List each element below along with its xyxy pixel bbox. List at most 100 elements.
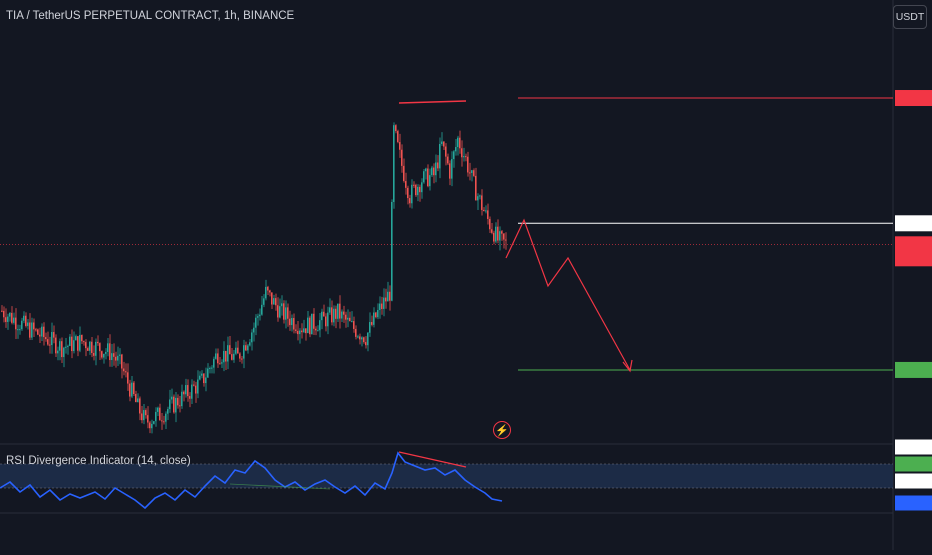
candle-body — [241, 358, 243, 360]
candle-body — [299, 330, 301, 335]
candle-body — [285, 307, 287, 320]
candles — [1, 122, 507, 434]
candle-body — [427, 168, 429, 187]
candle-body — [383, 297, 385, 309]
candle-body — [325, 316, 327, 327]
lightning-icon[interactable]: ⚡ — [493, 421, 511, 439]
candle-body — [297, 330, 299, 335]
candle-body — [345, 314, 347, 320]
candle-body — [167, 409, 169, 414]
candle-body — [265, 286, 267, 299]
candle-body — [183, 391, 185, 395]
candle-body — [497, 226, 499, 241]
candle-body — [39, 334, 41, 337]
candle-body — [269, 290, 271, 293]
candle-body — [13, 317, 15, 323]
candle-body — [137, 398, 139, 403]
candle-body — [433, 167, 435, 176]
candle-body — [375, 312, 377, 318]
candle-body — [165, 413, 167, 422]
candle-body — [243, 345, 245, 359]
candle-body — [197, 379, 199, 394]
symbol-title: TIA / TetherUS PERPETUAL CONTRACT, 1h, B… — [6, 10, 295, 22]
candle-body — [501, 231, 503, 234]
candle-body — [219, 363, 221, 365]
candle-body — [115, 356, 117, 361]
candle-body — [233, 353, 235, 360]
candle-body — [101, 351, 103, 358]
candle-body — [151, 423, 153, 429]
candle-body — [279, 306, 281, 318]
candle-body — [55, 337, 57, 354]
candle-body — [191, 384, 193, 399]
candle-body — [409, 198, 411, 204]
candle-body — [351, 321, 353, 323]
candle-body — [449, 163, 451, 179]
candle-body — [125, 371, 127, 373]
candle-body — [113, 353, 115, 357]
candle-body — [51, 332, 53, 346]
candle-body — [161, 420, 163, 422]
candle-body — [309, 317, 311, 335]
candle-body — [209, 368, 211, 370]
candle-body — [337, 303, 339, 319]
candle-body — [367, 332, 369, 346]
candle-body — [365, 342, 367, 346]
currency-button[interactable]: USDT — [893, 5, 927, 29]
candle-body — [149, 422, 151, 429]
last-price-tag-bg — [895, 236, 932, 267]
candle-body — [257, 316, 259, 318]
rsi-indicator-label[interactable]: RSI Divergence Indicator (14, close) — [6, 455, 191, 467]
candle-body — [349, 317, 351, 322]
candle-body — [181, 391, 183, 407]
candle-body — [467, 156, 469, 173]
candle-body — [217, 353, 219, 364]
candle-body — [401, 149, 403, 166]
rsi-tag-bg — [895, 473, 932, 489]
candle-body — [93, 352, 95, 356]
candle-body — [89, 341, 91, 351]
candle-body — [273, 298, 275, 305]
candle-body — [177, 397, 179, 406]
candle-body — [443, 141, 445, 147]
candle-body — [35, 329, 37, 331]
candle-body — [439, 143, 441, 169]
candle-body — [33, 322, 35, 330]
candle-body — [465, 156, 467, 158]
candle-body — [251, 332, 253, 343]
candle-body — [53, 332, 55, 338]
candle-body — [359, 336, 361, 340]
candle-body — [87, 348, 89, 351]
candle-body — [437, 162, 439, 169]
candle-body — [105, 351, 107, 354]
candle-body — [41, 326, 43, 337]
candle-body — [399, 142, 401, 150]
candle-body — [169, 399, 171, 410]
candle-body — [73, 340, 75, 352]
candle-body — [417, 186, 419, 196]
candle-body — [357, 336, 359, 338]
candle-body — [203, 373, 205, 384]
candle-body — [163, 421, 165, 423]
candle-body — [175, 397, 177, 413]
candle-body — [247, 345, 249, 351]
candle-body — [5, 317, 7, 322]
candle-body — [295, 329, 297, 331]
candle-body — [481, 195, 483, 210]
candle-body — [185, 385, 187, 395]
candle-body — [463, 156, 465, 158]
projection-path — [505, 218, 631, 371]
candle-body — [415, 184, 417, 196]
candle-body — [487, 210, 489, 219]
candle-body — [141, 413, 143, 421]
candle-body — [65, 346, 67, 348]
candle-body — [25, 315, 27, 326]
candle-body — [457, 137, 459, 148]
tp-price-tag-bg — [895, 361, 932, 378]
candle-body — [239, 353, 241, 359]
candle-body — [95, 341, 97, 356]
candle-body — [111, 353, 113, 361]
candle-body — [227, 345, 229, 362]
